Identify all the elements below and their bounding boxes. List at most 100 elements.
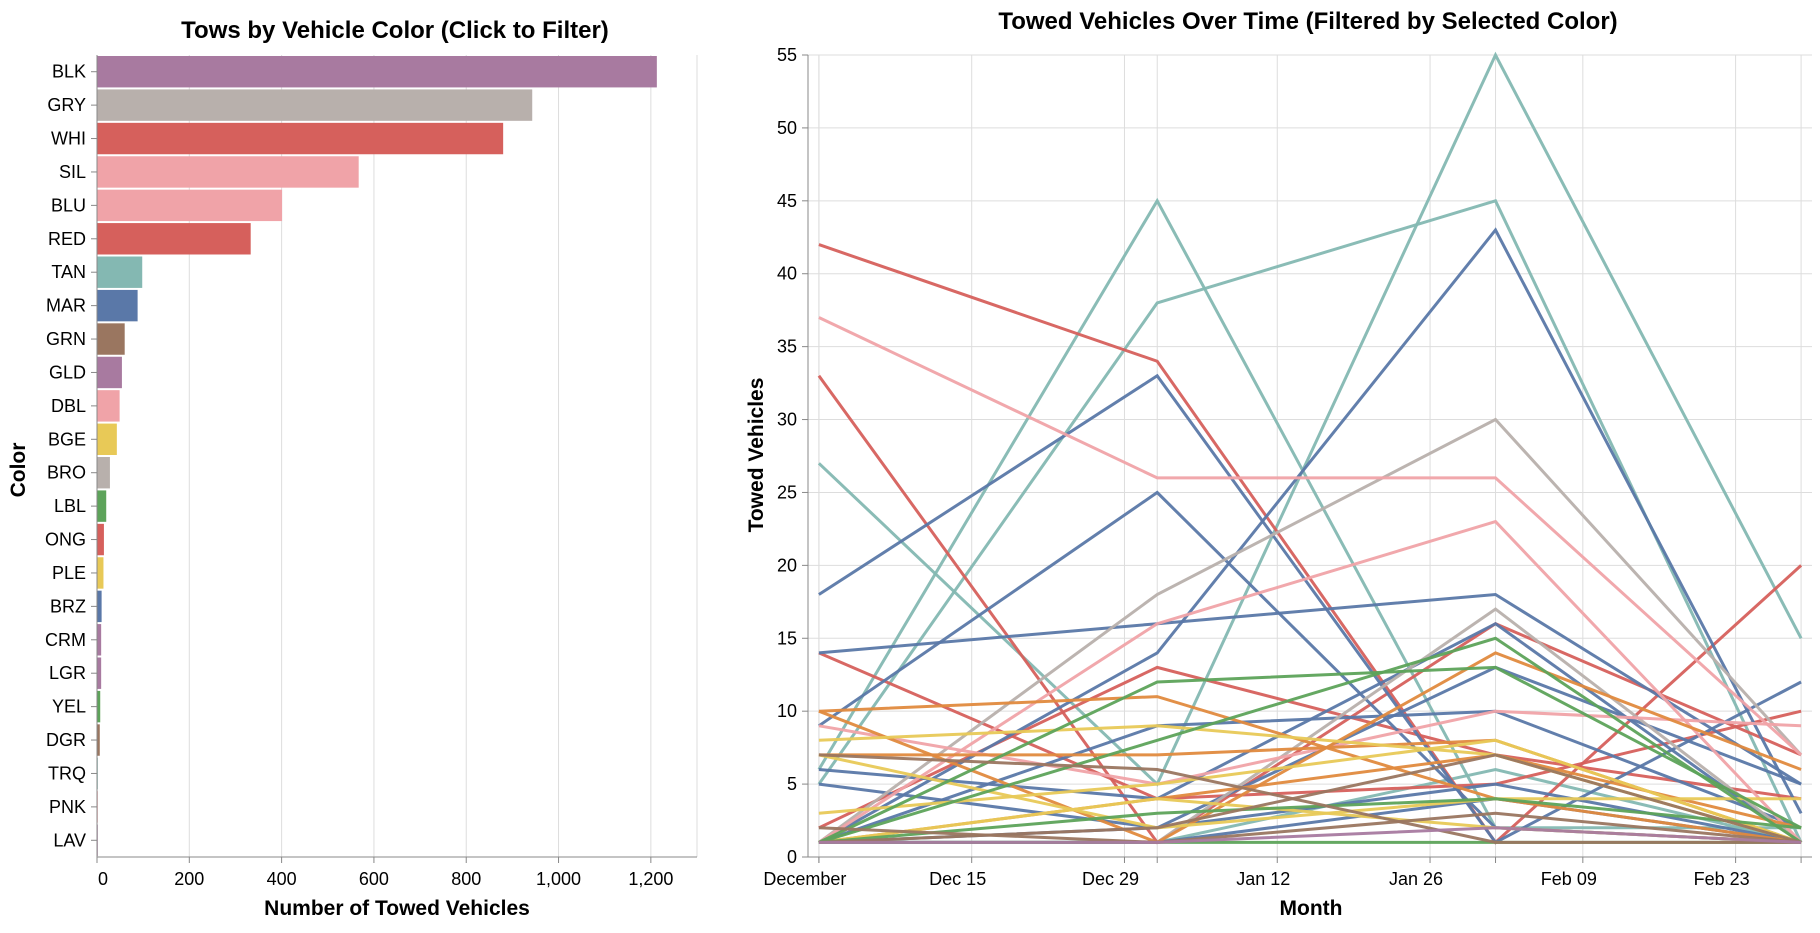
line-y-tick-label: 55 (777, 45, 797, 65)
bar-x-tick-label: 0 (98, 869, 108, 889)
bar-bge[interactable] (97, 423, 117, 455)
bar-gld[interactable] (97, 356, 122, 389)
bar-y-tick-label: TRQ (48, 763, 86, 783)
line-chart-y-axis-title: Towed Vehicles (745, 378, 768, 533)
line-y-tick-label: 30 (777, 410, 797, 430)
bar-y-tick-label: BLU (51, 195, 86, 215)
bar-x-tick-label: 600 (359, 869, 389, 889)
line-series (818, 417, 1803, 844)
line-series (818, 753, 1802, 844)
line-x-tick-label: Dec 29 (1082, 869, 1139, 889)
bar-y-tick-label: WHI (51, 129, 86, 149)
bar-dgr[interactable] (97, 724, 100, 756)
bar-x-tick-label: 1,000 (536, 869, 581, 889)
line-series (818, 592, 1802, 786)
bar-blu[interactable] (97, 189, 283, 222)
line-chart-x-axis-title: Month (1280, 897, 1343, 920)
line-x-tick-label: Jan 26 (1389, 869, 1443, 889)
line-series (818, 738, 1802, 844)
bar-y-tick-label: YEL (52, 697, 86, 717)
line-chart-title: Towed Vehicles Over Time (Filtered by Se… (998, 8, 1617, 35)
bar-sil[interactable] (97, 156, 359, 188)
bar-y-tick-label: BGE (48, 429, 86, 449)
line-series (818, 316, 1803, 757)
bar-lbl[interactable] (97, 490, 107, 522)
line-y-tick-label: 15 (777, 628, 797, 648)
bar-lgr[interactable] (97, 657, 102, 689)
bar-ple[interactable] (97, 557, 104, 589)
line-x-tick-label: December (763, 869, 846, 889)
bar-y-tick-label: GRY (47, 95, 86, 115)
bar-chart-gridlines (96, 55, 698, 857)
bar-x-tick-label: 1,200 (628, 869, 673, 889)
bar-y-tick-label: ONG (45, 530, 86, 550)
bar-chart-x-axis-title: Number of Towed Vehicles (264, 897, 530, 920)
line-x-tick-label: Feb 09 (1541, 869, 1597, 889)
bar-y-tick-label: TAN (51, 262, 86, 282)
line-x-tick-label: Jan 12 (1236, 869, 1290, 889)
bar-y-tick-label: GRN (46, 329, 86, 349)
line-series (818, 811, 1802, 844)
bar-chart-y-axis-title: Color (7, 443, 30, 498)
bar-y-tick-label: RED (48, 229, 86, 249)
line-y-tick-label: 45 (777, 191, 797, 211)
line-chart-series (817, 51, 1803, 845)
bar-chart-panel: Tows by Vehicle Color (Click to Filter) … (7, 17, 698, 920)
bar-x-tick-label: 800 (451, 869, 481, 889)
line-chart-panel: Towed Vehicles Over Time (Filtered by Se… (745, 8, 1812, 920)
line-y-tick-label: 20 (777, 555, 797, 575)
bar-blk[interactable] (97, 56, 657, 88)
bar-y-tick-label: DGR (46, 730, 86, 750)
bar-x-tick-label: 200 (174, 869, 204, 889)
bar-ong[interactable] (97, 523, 104, 556)
bar-x-tick-label: 400 (267, 869, 297, 889)
line-y-tick-label: 35 (777, 337, 797, 357)
line-chart-y-axis: 0 5 10 15 20 25 30 35 40 45 50 55 (777, 45, 809, 867)
bar-y-tick-label: PNK (49, 797, 86, 817)
bar-y-tick-label: BRZ (50, 596, 86, 616)
bar-y-tick-label: DBL (51, 396, 86, 416)
line-series (818, 636, 1802, 844)
line-x-tick-label: Feb 23 (1694, 869, 1750, 889)
bar-chart-x-axis: 0 200 400 600 800 1,000 1,200 (96, 856, 697, 889)
bar-crm[interactable] (97, 624, 102, 656)
bar-tan[interactable] (97, 256, 143, 288)
line-series (818, 709, 1802, 844)
bar-red[interactable] (97, 223, 251, 255)
bar-y-tick-label: BRO (47, 463, 86, 483)
line-series (818, 826, 1802, 844)
line-x-tick-label: Dec 15 (929, 869, 986, 889)
line-y-tick-label: 25 (777, 482, 797, 502)
bar-y-tick-label: LGR (49, 663, 86, 683)
bar-gry[interactable] (97, 89, 533, 121)
bar-yel[interactable] (97, 690, 101, 723)
bar-grn[interactable] (97, 323, 125, 355)
line-y-tick-label: 40 (777, 264, 797, 284)
line-y-tick-label: 5 (787, 774, 797, 794)
bar-bro[interactable] (97, 457, 110, 489)
bar-dbl[interactable] (97, 390, 120, 422)
bar-y-tick-label: BLK (52, 62, 86, 82)
bar-whi[interactable] (97, 122, 504, 155)
bar-chart-bars (97, 56, 657, 856)
line-series (818, 243, 1803, 845)
bar-chart-y-axis: BLK GRY WHI SIL BLU RED TAN MAR GRN GLD DBL BGE BRO L… (45, 55, 98, 857)
line-y-tick-label: 0 (787, 847, 797, 867)
bar-y-tick-label: LAV (53, 830, 86, 850)
line-chart-x-axis: December Dec 15 Dec 29 Jan 12 Jan 26 Feb 09 Fe… (763, 856, 1812, 889)
bar-y-tick-label: SIL (59, 162, 86, 182)
bar-brz[interactable] (97, 590, 102, 623)
bar-y-tick-label: GLD (49, 362, 86, 382)
bar-chart-title: Tows by Vehicle Color (Click to Filter) (181, 17, 609, 44)
bar-mar[interactable] (97, 289, 138, 322)
bar-y-tick-label: PLE (52, 563, 86, 583)
bar-y-tick-label: CRM (45, 630, 86, 650)
bar-y-tick-label: MAR (46, 296, 86, 316)
bar-y-tick-label: LBL (54, 496, 86, 516)
line-y-tick-label: 50 (777, 118, 797, 138)
line-series (817, 51, 1803, 787)
line-y-tick-label: 10 (777, 701, 797, 721)
line-series (818, 227, 1803, 844)
